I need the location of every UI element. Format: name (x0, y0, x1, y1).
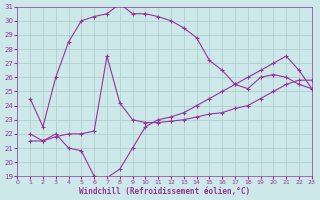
X-axis label: Windchill (Refroidissement éolien,°C): Windchill (Refroidissement éolien,°C) (79, 187, 250, 196)
